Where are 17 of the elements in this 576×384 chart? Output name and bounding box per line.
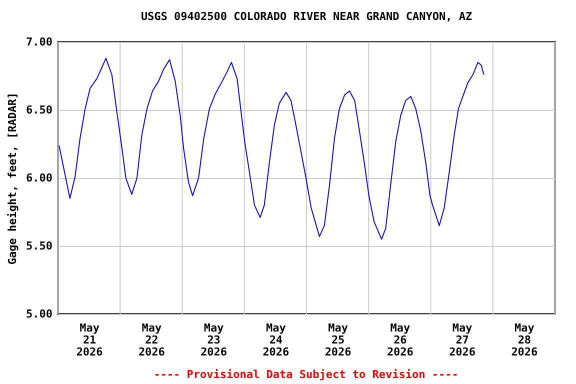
line-series — [58, 58, 484, 240]
y-tick-label: 6.50 — [26, 104, 52, 116]
y-tick-label: 6.00 — [26, 172, 52, 184]
x-tick-label: May 26 2026 — [386, 322, 414, 358]
y-tick-label: 5.50 — [26, 240, 52, 252]
x-tick-label: May 22 2026 — [138, 322, 166, 358]
y-axis-title: Gage height, feet, [RADAR] — [6, 92, 20, 265]
chart-title: USGS 09402500 COLORADO RIVER NEAR GRAND CANYON, AZ — [140, 10, 472, 23]
x-tick-label: May 21 2026 — [76, 322, 104, 358]
text: ---- Provisional Data Subject to Revision ---- — [154, 368, 458, 381]
x-tick-label: May 25 2026 — [324, 322, 352, 358]
x-tick-label: May 24 2026 — [262, 322, 290, 358]
y-tick-label: 7.00 — [26, 36, 52, 48]
x-tick-label: May 28 2026 — [511, 322, 538, 358]
x-tick-label: May 23 2026 — [200, 322, 228, 358]
y-tick-label: 5.00 — [26, 308, 52, 320]
x-tick-label: May 27 2026 — [449, 322, 476, 358]
